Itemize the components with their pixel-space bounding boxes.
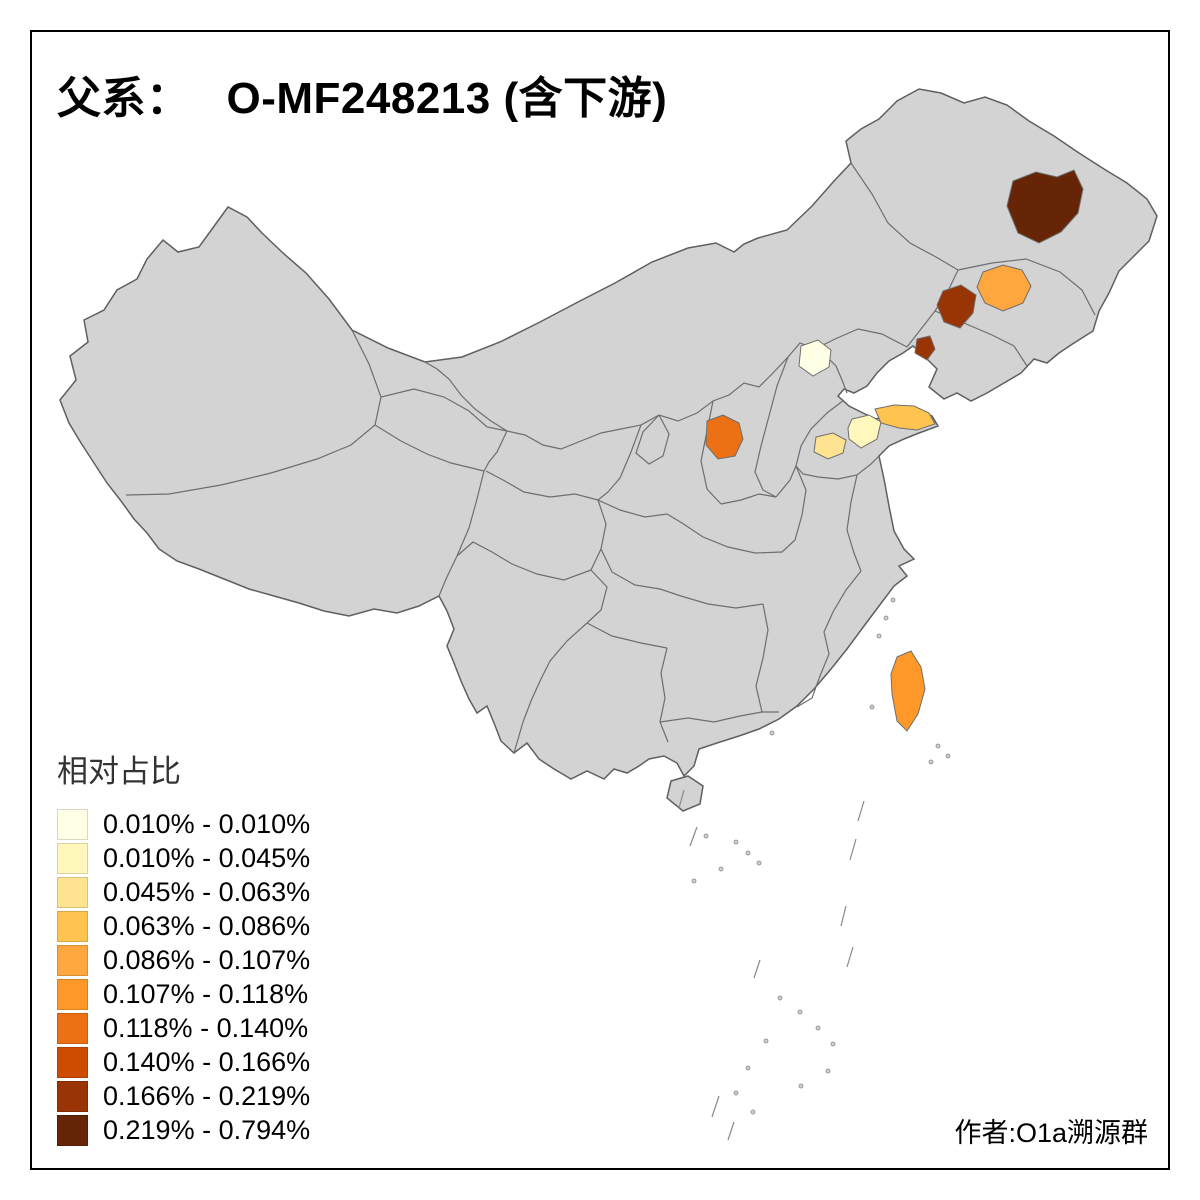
legend-item: 0.045% - 0.063% (57, 875, 310, 909)
region-shandong-central (847, 414, 882, 449)
province-borders (125, 162, 1096, 754)
title-prefix: 父系： (57, 74, 191, 123)
legend-swatch (57, 978, 88, 1010)
china-outline (59, 88, 1158, 780)
region-shandong-west (813, 432, 847, 460)
legend-swatch (57, 910, 88, 942)
legend-label: 0.219% - 0.794% (103, 1114, 311, 1145)
region-heilongjiang (1006, 169, 1084, 244)
region-beijing (798, 339, 832, 377)
region-taiwan (890, 650, 926, 732)
legend-title: 相对占比 (57, 754, 181, 789)
legend-item: 0.086% - 0.107% (57, 943, 310, 977)
region-shanxi (705, 414, 744, 460)
legend-item: 0.219% - 0.794% (57, 1113, 310, 1147)
legend-item: 0.140% - 0.166% (57, 1045, 310, 1079)
legend-item: 0.063% - 0.086% (57, 909, 310, 943)
legend-label: 0.118% - 0.140% (103, 1012, 309, 1043)
highlighted-regions (705, 169, 1084, 732)
south-china-sea-dash-line (678, 789, 865, 1141)
region-liaoning (936, 284, 977, 329)
region-shandong-peninsula (874, 404, 936, 431)
legend: 相对占比 0.010% - 0.010% 0.010% - 0.045% 0.0… (57, 746, 310, 1147)
legend-item: 0.010% - 0.010% (57, 807, 310, 841)
legend-item: 0.107% - 0.118% (57, 977, 310, 1011)
legend-swatch (57, 1114, 88, 1146)
legend-label: 0.010% - 0.010% (103, 808, 311, 839)
legend-swatch (57, 876, 88, 908)
hainan-island (666, 775, 704, 812)
legend-swatch (57, 944, 88, 976)
legend-swatch (57, 1046, 88, 1078)
legend-label: 0.140% - 0.166% (103, 1046, 311, 1077)
legend-swatch (57, 808, 88, 840)
legend-label: 0.045% - 0.063% (103, 876, 311, 907)
legend-swatch (57, 1012, 88, 1044)
region-liaoning-coastal (914, 335, 936, 361)
title-code: O-MF248213 (含下游) (226, 74, 668, 123)
legend-label: 0.086% - 0.107% (103, 944, 311, 975)
small-islands (691, 597, 951, 1115)
legend-swatch (57, 1080, 88, 1112)
legend-item: 0.166% - 0.219% (57, 1079, 310, 1113)
attribution: 作者:O1a溯源群 (954, 1118, 1148, 1148)
map-title: 父系： O-MF248213 (含下游) (57, 62, 667, 126)
legend-item: 0.118% - 0.140% (57, 1011, 310, 1045)
region-jilin (976, 264, 1032, 312)
legend-item: 0.010% - 0.045% (57, 841, 310, 875)
legend-label: 0.107% - 0.118% (103, 978, 309, 1009)
legend-label: 0.063% - 0.086% (103, 910, 311, 941)
legend-swatch (57, 842, 88, 874)
legend-label: 0.010% - 0.045% (103, 842, 311, 873)
legend-label: 0.166% - 0.219% (103, 1080, 311, 1111)
